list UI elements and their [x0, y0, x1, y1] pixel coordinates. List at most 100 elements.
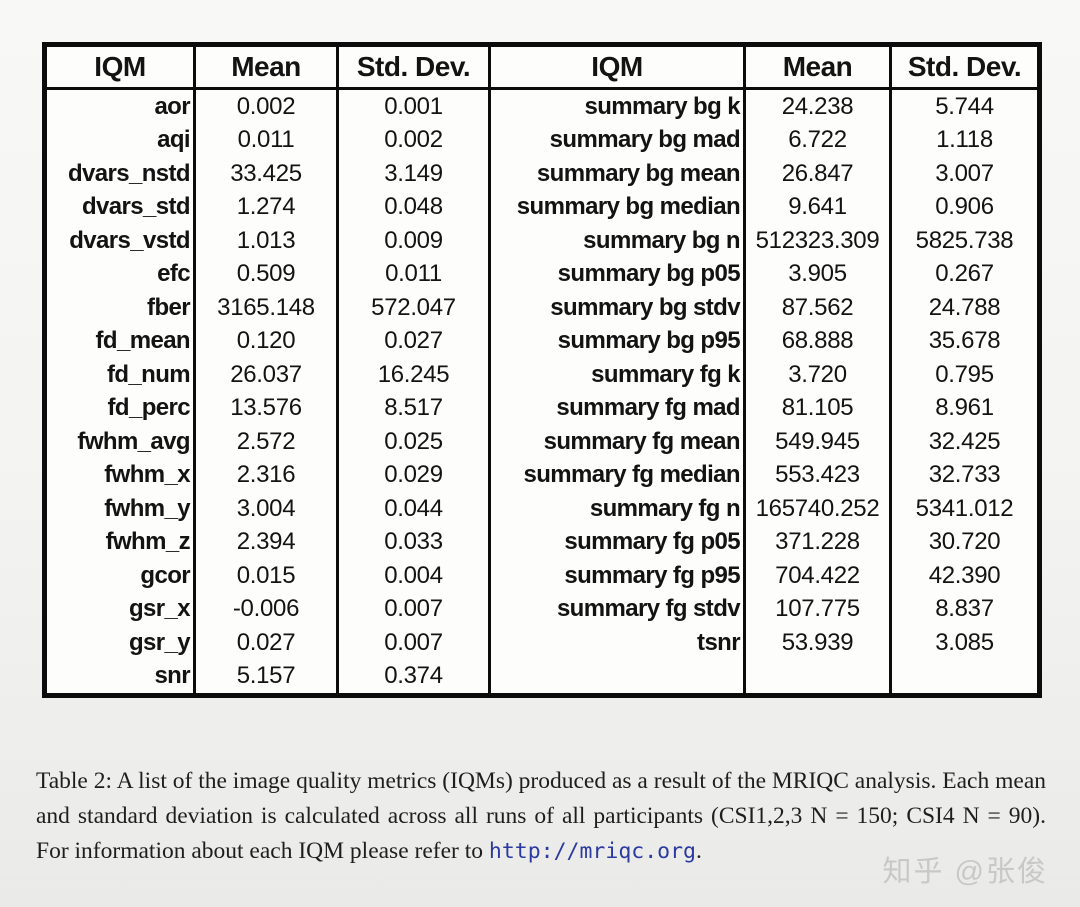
stddev-value-cell: 0.007 — [336, 592, 490, 626]
mean-value-cell: 3.905 — [743, 257, 891, 291]
mean-value-cell: 0.027 — [193, 625, 338, 660]
table-row: dvars_nstd 33.425 3.149 summary bg mean 26.8… — [45, 157, 1040, 191]
iqm-label-cell: summary bg n — [488, 223, 745, 258]
stddev-value-cell: 16.245 — [336, 357, 490, 392]
stddev-value-cell: 0.004 — [336, 558, 490, 593]
stddev-value-cell: 1.118 — [889, 123, 1040, 157]
table-caption: Table 2: A list of the image quality met… — [36, 764, 1046, 869]
iqm-label-cell: fber — [147, 293, 191, 321]
mean-value-cell: 3.004 — [193, 491, 338, 526]
stddev-value-cell: 3.149 — [336, 157, 490, 191]
iqm-label-cell: dvars_nstd — [67, 159, 191, 187]
stddev-value-cell: 5.744 — [889, 88, 1040, 124]
table-body: aor 0.002 0.001 summary bg k 24.238 5.744 aqi 0… — [45, 88, 1040, 696]
stddev-value-cell: 0.007 — [336, 625, 490, 660]
header-mean-right: Mean — [743, 44, 891, 90]
table-row: fwhm_x 2.316 0.029 summary fg median 553.423… — [45, 458, 1040, 492]
stddev-value-cell: 0.027 — [336, 324, 490, 358]
stddev-value-cell: 572.047 — [336, 290, 490, 325]
stddev-value-cell: 0.267 — [889, 257, 1040, 291]
iqm-label-cell: summary bg p05 — [488, 257, 745, 291]
table-row: gsr_y 0.027 0.007 tsnr 53.939 3.085 — [45, 625, 1040, 660]
iqm-label-cell: tsnr — [488, 625, 745, 660]
stddev-value-cell: 35.678 — [889, 324, 1040, 358]
stddev-value-cell: 8.961 — [889, 391, 1040, 425]
iqm-label-cell: gsr_y — [128, 628, 191, 656]
mean-value-cell: 553.423 — [743, 458, 891, 492]
iqm-label-cell: fd_num — [106, 360, 191, 388]
mean-value-cell: 87.562 — [743, 290, 891, 325]
stddev-value-cell: 3.007 — [889, 157, 1040, 191]
mean-value-cell: -0.006 — [193, 592, 338, 626]
iqm-label-cell: summary fg k — [488, 357, 745, 392]
iqm-label-cell: gcor — [140, 561, 190, 589]
stddev-value-cell: 32.733 — [889, 458, 1040, 492]
mean-value-cell: 53.939 — [743, 625, 891, 660]
table-row: snr 5.157 0.374 — [45, 659, 1040, 696]
mean-value-cell: 9.641 — [743, 190, 891, 224]
stddev-value-cell: 8.837 — [889, 592, 1040, 626]
iqm-label-cell: fd_mean — [95, 327, 191, 355]
header-mean-left: Mean — [193, 44, 338, 90]
table-row: fd_mean 0.120 0.027 summary bg p95 68.888 35.… — [45, 324, 1040, 358]
mean-value-cell — [743, 659, 891, 696]
mean-value-cell: 2.394 — [193, 525, 338, 559]
mean-value-cell: 0.509 — [193, 257, 338, 291]
mean-value-cell: 0.015 — [193, 558, 338, 593]
iqm-label-cell: fd_perc — [107, 394, 191, 422]
iqm-metrics-table: IQM Mean Std. Dev. IQM Mean Std. Dev. ao… — [42, 42, 1042, 698]
mean-value-cell: 24.238 — [743, 88, 891, 124]
mean-value-cell: 26.037 — [193, 357, 338, 392]
mean-value-cell: 26.847 — [743, 157, 891, 191]
table-row: aqi 0.011 0.002 summary bg mad 6.722 1.118 — [45, 123, 1040, 157]
stddev-value-cell: 30.720 — [889, 525, 1040, 559]
stddev-value-cell: 24.788 — [889, 290, 1040, 325]
stddev-value-cell: 0.002 — [336, 123, 490, 157]
table-row: fwhm_y 3.004 0.044 summary fg n 165740.252 53… — [45, 491, 1040, 526]
mean-value-cell: 3.720 — [743, 357, 891, 392]
iqm-label-cell: summary bg p95 — [488, 324, 745, 358]
mean-value-cell: 2.316 — [193, 458, 338, 492]
stddev-value-cell: 0.374 — [336, 659, 490, 696]
mean-value-cell: 0.120 — [193, 324, 338, 358]
mean-value-cell: 33.425 — [193, 157, 338, 191]
mean-value-cell: 107.775 — [743, 592, 891, 626]
caption-text-after: . — [695, 837, 702, 864]
stddev-value-cell: 0.048 — [336, 190, 490, 224]
mean-value-cell: 68.888 — [743, 324, 891, 358]
table-row: fwhm_avg 2.572 0.025 summary fg mean 549.945… — [45, 424, 1040, 459]
mean-value-cell: 549.945 — [743, 424, 891, 459]
stddev-value-cell: 32.425 — [889, 424, 1040, 459]
stddev-value-cell: 42.390 — [889, 558, 1040, 593]
stddev-value-cell: 0.033 — [336, 525, 490, 559]
table-row: aor 0.002 0.001 summary bg k 24.238 5.744 — [45, 88, 1040, 124]
table-row: gsr_x -0.006 0.007 summary fg stdv 107.775 8.… — [45, 592, 1040, 626]
iqm-label-cell: dvars_vstd — [69, 226, 190, 254]
mean-value-cell: 6.722 — [743, 123, 891, 157]
stddev-value-cell: 0.029 — [336, 458, 490, 492]
stddev-value-cell: 0.906 — [889, 190, 1040, 224]
iqm-label-cell: fwhm_y — [104, 494, 190, 522]
table-row: dvars_vstd 1.013 0.009 summary bg n 512323.3… — [45, 223, 1040, 258]
iqm-label-cell: summary bg stdv — [488, 290, 745, 325]
mean-value-cell: 13.576 — [193, 391, 338, 425]
iqm-label-cell: summary fg median — [488, 458, 745, 492]
iqm-label-cell: fwhm_avg — [77, 427, 190, 455]
iqm-label-cell: aqi — [157, 126, 190, 154]
table-row: gcor 0.015 0.004 summary fg p95 704.422 42.39… — [45, 558, 1040, 593]
iqm-label-cell: summary fg mad — [488, 391, 745, 425]
stddev-value-cell: 0.025 — [336, 424, 490, 459]
stddev-value-cell: 0.011 — [336, 257, 490, 291]
watermark: 知乎 @张俊 — [882, 856, 1048, 888]
iqm-label-cell: summary fg p05 — [488, 525, 745, 559]
mean-value-cell: 704.422 — [743, 558, 891, 593]
table-row: efc 0.509 0.011 summary bg p05 3.905 0.267 — [45, 257, 1040, 291]
iqm-label-cell: dvars_std — [82, 193, 191, 221]
caption-text-before: Table 2: A list of the image quality met… — [36, 767, 1046, 864]
stddev-value-cell: 0.044 — [336, 491, 490, 526]
mriqc-link[interactable]: http://mriqc.org — [488, 838, 696, 864]
mean-value-cell: 0.011 — [193, 123, 338, 157]
iqm-label-cell: fwhm_x — [104, 461, 190, 489]
mean-value-cell: 2.572 — [193, 424, 338, 459]
mean-value-cell: 165740.252 — [743, 491, 891, 526]
